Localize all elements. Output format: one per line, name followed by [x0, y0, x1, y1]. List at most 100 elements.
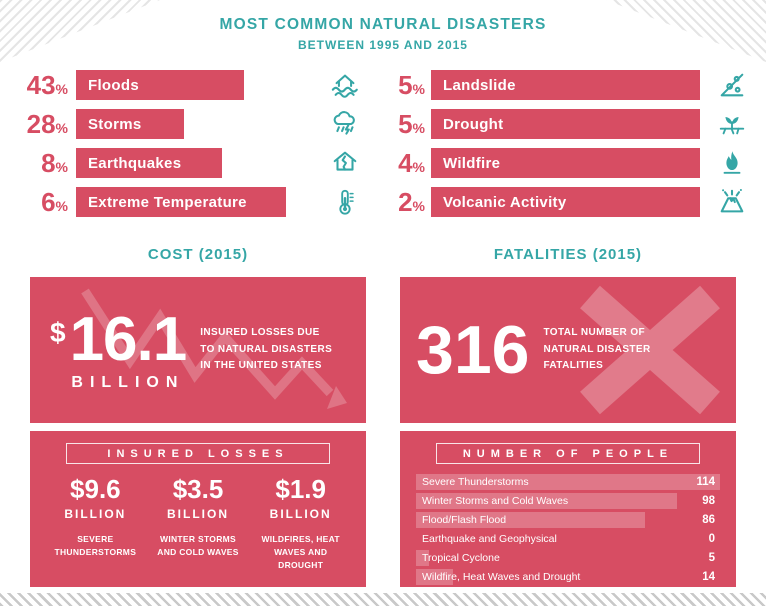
storm-icon	[321, 109, 369, 139]
people-row-value: 114	[696, 476, 715, 488]
people-row-value: 86	[702, 514, 715, 526]
people-row: Tropical Cyclone 5	[416, 550, 720, 566]
disaster-bar: Storms	[76, 109, 184, 139]
percent-value: 5	[398, 69, 413, 100]
people-row: Winter Storms and Cold Waves 98	[416, 493, 720, 509]
percent-value: 8	[41, 147, 56, 178]
disaster-percent: 8%	[6, 148, 76, 179]
disaster-bar: Wildfire	[431, 148, 700, 178]
bottom-torn-edge	[0, 593, 766, 606]
people-row: Wildfire, Heat Waves and Drought 14	[416, 569, 720, 585]
fatalities-total: 316	[416, 312, 530, 388]
percent-value: 2	[398, 186, 413, 217]
volcano-icon	[708, 187, 756, 217]
disaster-label: Extreme Temperature	[88, 193, 247, 211]
people-row-bar	[416, 569, 454, 585]
disaster-row: 5% Drought	[393, 109, 756, 139]
disasters-chart: 43% Floods 28% Storms	[0, 70, 766, 226]
people-header: NUMBER OF PEOPLE	[436, 443, 700, 464]
people-row-value: 5	[708, 552, 715, 564]
people-row-label: Earthquake and Geophysical	[422, 533, 557, 545]
people-row-bar	[416, 512, 646, 528]
people-row: Flood/Flash Flood 86	[416, 512, 720, 528]
disaster-label: Drought	[443, 115, 504, 133]
loss-amount: $9.6	[70, 474, 121, 504]
percent-value: 43	[26, 69, 56, 100]
landslide-icon	[708, 70, 756, 100]
disaster-bar: Extreme Temperature	[76, 187, 286, 217]
disaster-bar: Landslide	[431, 70, 700, 100]
disaster-bar: Earthquakes	[76, 148, 222, 178]
disaster-percent: 5%	[393, 109, 431, 140]
percent-value: 4	[398, 147, 413, 178]
cost-column: $ 16.1 BILLION INSURED LOSSES DUE TO NAT…	[30, 277, 366, 587]
percent-value: 28	[26, 108, 56, 139]
disaster-bar: Drought	[431, 109, 700, 139]
disaster-label: Floods	[88, 76, 139, 94]
loss-unit: BILLION	[167, 507, 229, 521]
people-row-label: Tropical Cyclone	[422, 552, 500, 564]
loss-unit: BILLION	[269, 507, 332, 521]
disaster-row: 6% Extreme Temperature	[6, 187, 369, 217]
people-row-bar	[416, 550, 430, 566]
disaster-row: 2% Volcanic Activity	[393, 187, 756, 217]
cost-amount: 16.1	[69, 304, 188, 374]
people-row-value: 0	[708, 533, 715, 545]
wildfire-icon	[708, 148, 756, 178]
loss-label: WILDFIRES, HEAT WAVES AND DROUGHT	[261, 534, 340, 571]
fatalities-panel: 316 TOTAL NUMBER OF NATURAL DISASTER FAT…	[400, 277, 736, 423]
fatalities-column: 316 TOTAL NUMBER OF NATURAL DISASTER FAT…	[400, 277, 736, 587]
disasters-left-column: 43% Floods 28% Storms	[6, 70, 369, 226]
loss-label: SEVERE THUNDERSTORMS	[54, 534, 137, 558]
percent-sign: %	[412, 197, 425, 214]
people-row-value: 14	[702, 571, 715, 583]
flood-icon	[321, 70, 369, 100]
percent-value: 6	[41, 186, 56, 217]
percent-sign: %	[412, 158, 425, 175]
disaster-row: 28% Storms	[6, 109, 369, 139]
drought-icon	[708, 109, 756, 139]
loss-amount: $1.9	[275, 474, 326, 504]
section-headers: COST (2015) FATALITIES (2015)	[0, 246, 766, 263]
disaster-label: Landslide	[443, 76, 516, 94]
people-row: Earthquake and Geophysical 0	[416, 531, 720, 547]
people-row-label: Wildfire, Heat Waves and Drought	[422, 571, 581, 583]
disaster-label: Volcanic Activity	[443, 193, 567, 211]
people-row-bar	[416, 493, 678, 509]
earthquake-icon	[321, 148, 369, 178]
disaster-bar: Floods	[76, 70, 244, 100]
disaster-label: Earthquakes	[88, 154, 182, 172]
disaster-row: 5% Landslide	[393, 70, 756, 100]
cost-unit: BILLION	[71, 373, 185, 391]
people-row-label: Flood/Flash Flood	[422, 514, 507, 526]
percent-value: 5	[398, 108, 413, 139]
loss-unit: BILLION	[64, 507, 127, 521]
percent-sign: %	[55, 158, 68, 175]
disaster-percent: 6%	[6, 187, 76, 218]
panels: $ 16.1 BILLION INSURED LOSSES DUE TO NAT…	[0, 277, 766, 587]
percent-sign: %	[55, 197, 68, 214]
loss-item: $1.9 BILLION WILDFIRES, HEAT WAVES AND D…	[249, 474, 352, 573]
disaster-bar: Volcanic Activity	[431, 187, 700, 217]
people-panel: NUMBER OF PEOPLE Severe Thunderstorms 11…	[400, 431, 736, 587]
cost-currency: $	[50, 316, 66, 348]
page-subtitle: BETWEEN 1995 AND 2015	[298, 38, 468, 52]
cost-description: INSURED LOSSES DUE TO NATURAL DISASTERS …	[200, 327, 333, 372]
declining-arrow-graphic	[81, 288, 347, 409]
disaster-percent: 2%	[393, 187, 431, 218]
cost-section-header: COST (2015)	[147, 246, 249, 263]
disaster-row: 8% Earthquakes	[6, 148, 369, 178]
disaster-row: 43% Floods	[6, 70, 369, 100]
disaster-label: Storms	[88, 115, 142, 133]
disaster-row: 4% Wildfire	[393, 148, 756, 178]
insured-losses-panel: INSURED LOSSES $9.6 BILLION SEVERE THUND…	[30, 431, 366, 587]
people-row-label: Winter Storms and Cold Waves	[422, 495, 569, 507]
percent-sign: %	[412, 80, 425, 97]
percent-sign: %	[412, 119, 425, 136]
loss-grid: $9.6 BILLION SEVERE THUNDERSTORMS $3.5 B…	[44, 474, 352, 573]
people-row-value: 98	[702, 495, 715, 507]
fatalities-description: TOTAL NUMBER OF NATURAL DISASTER FATALIT…	[543, 327, 651, 372]
loss-item: $3.5 BILLION WINTER STORMS AND COLD WAVE…	[147, 474, 250, 573]
disaster-percent: 43%	[6, 70, 76, 101]
disaster-percent: 4%	[393, 148, 431, 179]
